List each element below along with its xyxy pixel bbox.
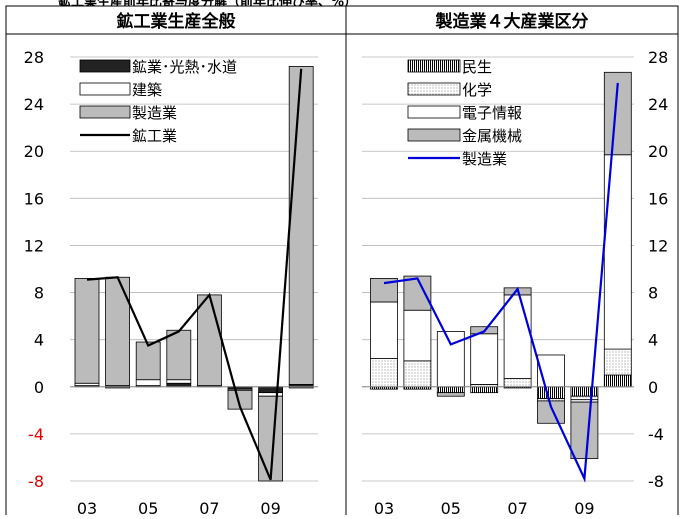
bar-segment (259, 393, 283, 397)
x-tick-label: 05 (138, 499, 158, 515)
legend-swatch (408, 129, 460, 141)
legend-label: 建築 (132, 81, 162, 99)
x-tick-label: 07 (507, 499, 527, 515)
bar-segment (471, 334, 498, 385)
legend-swatch (80, 106, 130, 118)
bar-segment (197, 295, 221, 386)
y-tick-label: -4 (648, 425, 664, 444)
bar-segment (75, 278, 99, 383)
bar-segment (371, 359, 398, 387)
y-tick-label: -4 (28, 425, 44, 444)
bar-segment (404, 361, 431, 387)
y-tick-label: 4 (648, 331, 658, 350)
y-tick-label: -8 (648, 472, 664, 491)
legend-label: 電子情報 (462, 104, 522, 122)
chart-1-panel: 28 24 20 16 12 8 4 0 -4 -8 03 05 07 09 鉱業･光熱･水道建築製造業鉱工… (24, 48, 318, 515)
bar-segment (504, 379, 531, 387)
y-tick-label: 28 (648, 48, 668, 67)
y-tick-label: 8 (34, 284, 44, 303)
bar-segment (167, 383, 191, 387)
legend-swatch (80, 83, 130, 95)
y-tick-label: 0 (34, 378, 44, 397)
bar-segment (167, 380, 191, 384)
bar-segment (504, 295, 531, 379)
bar-segment (371, 302, 398, 359)
x-tick-label: 09 (574, 499, 594, 515)
legend-swatch (80, 60, 130, 72)
legend-label: 製造業 (462, 150, 507, 168)
bar-segment (604, 349, 631, 375)
bar-segment (538, 387, 565, 399)
x-tick-label: 03 (77, 499, 97, 515)
bar-segment (437, 387, 464, 393)
legend-swatch (408, 60, 460, 72)
y-tick-label: 20 (24, 142, 44, 161)
y-tick-label: 8 (648, 284, 658, 303)
bar-segment (136, 380, 160, 386)
bar-segment (404, 310, 431, 361)
y-tick-label: 4 (34, 331, 44, 350)
y-tick-label: 28 (24, 48, 44, 67)
bar-segment (259, 387, 283, 393)
legend-label: 鉱業･光熱･水道 (132, 58, 237, 76)
x-tick-label: 09 (260, 499, 280, 515)
bar-segment (437, 393, 464, 397)
bar-segment (604, 375, 631, 387)
y-tick-label: 24 (24, 95, 44, 114)
legend-swatch (408, 83, 460, 95)
bar-segment (404, 276, 431, 310)
bar-segment (289, 66, 313, 384)
y-tick-label: 16 (648, 189, 668, 208)
y-tick-label: 12 (24, 236, 44, 255)
legend-label: 化学 (462, 81, 492, 99)
legend-label: 民生 (462, 58, 492, 76)
y-tick-label: 16 (24, 189, 44, 208)
y-tick-label: -8 (28, 472, 44, 491)
x-tick-label: 07 (199, 499, 219, 515)
bar-segment (167, 330, 191, 379)
x-tick-label: 05 (441, 499, 461, 515)
chart-1-title: 鉱工業生産全般 (117, 11, 236, 32)
x-tick-label: 03 (374, 499, 394, 515)
y-tick-label: 24 (648, 95, 668, 114)
chart-2-title: 製造業４大産業区分 (435, 11, 589, 32)
bar-segment (571, 396, 598, 400)
y-tick-label: 20 (648, 142, 668, 161)
bar-segment (136, 342, 160, 380)
legend-label: 鉱工業 (132, 127, 177, 145)
legend-label: 製造業 (132, 104, 177, 122)
bar-segment (471, 387, 498, 393)
y-tick-label: 0 (648, 378, 658, 397)
legend-label: 金属機械 (462, 127, 522, 145)
y-tick-label: 12 (648, 236, 668, 255)
legend-swatch (408, 106, 460, 118)
bar-segment (571, 402, 598, 459)
bar-segment (571, 387, 598, 396)
